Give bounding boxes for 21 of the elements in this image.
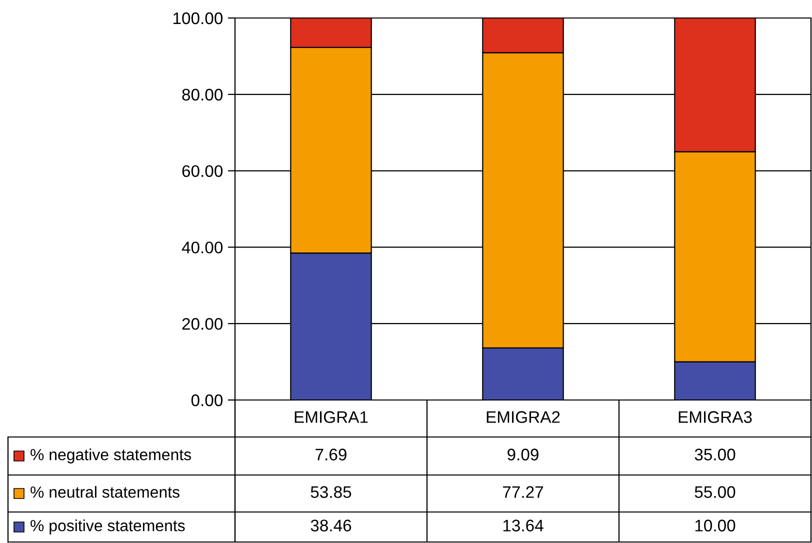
x-tick-label: EMIGRA2 <box>486 411 560 423</box>
data-label: 9.09 <box>508 448 538 460</box>
x-tick-label: EMIGRA1 <box>294 411 368 423</box>
legend-label: % positive statements <box>30 520 185 534</box>
data-label: 7.69 <box>316 448 346 460</box>
y-tick-label: 40.00 <box>182 242 223 254</box>
legend-label: % negative statements <box>30 448 192 464</box>
x-tick-label: EMIGRA3 <box>678 411 752 423</box>
y-tick-label: 80.00 <box>182 88 223 101</box>
data-label: 38.46 <box>310 520 352 532</box>
y-tick-label: 0.00 <box>191 394 223 406</box>
data-label: 13.64 <box>503 520 544 532</box>
data-label: 10.00 <box>695 520 736 532</box>
legend-label: % neutral statements <box>30 486 180 498</box>
data-label: 35.00 <box>694 448 736 460</box>
data-label: 55.00 <box>694 486 736 498</box>
y-tick-label: 20.00 <box>182 318 223 330</box>
y-tick-label: 60.00 <box>182 165 223 178</box>
data-label: 77.27 <box>503 486 544 498</box>
data-label: 53.85 <box>310 486 352 498</box>
y-tick-label: 100.00 <box>173 12 223 24</box>
